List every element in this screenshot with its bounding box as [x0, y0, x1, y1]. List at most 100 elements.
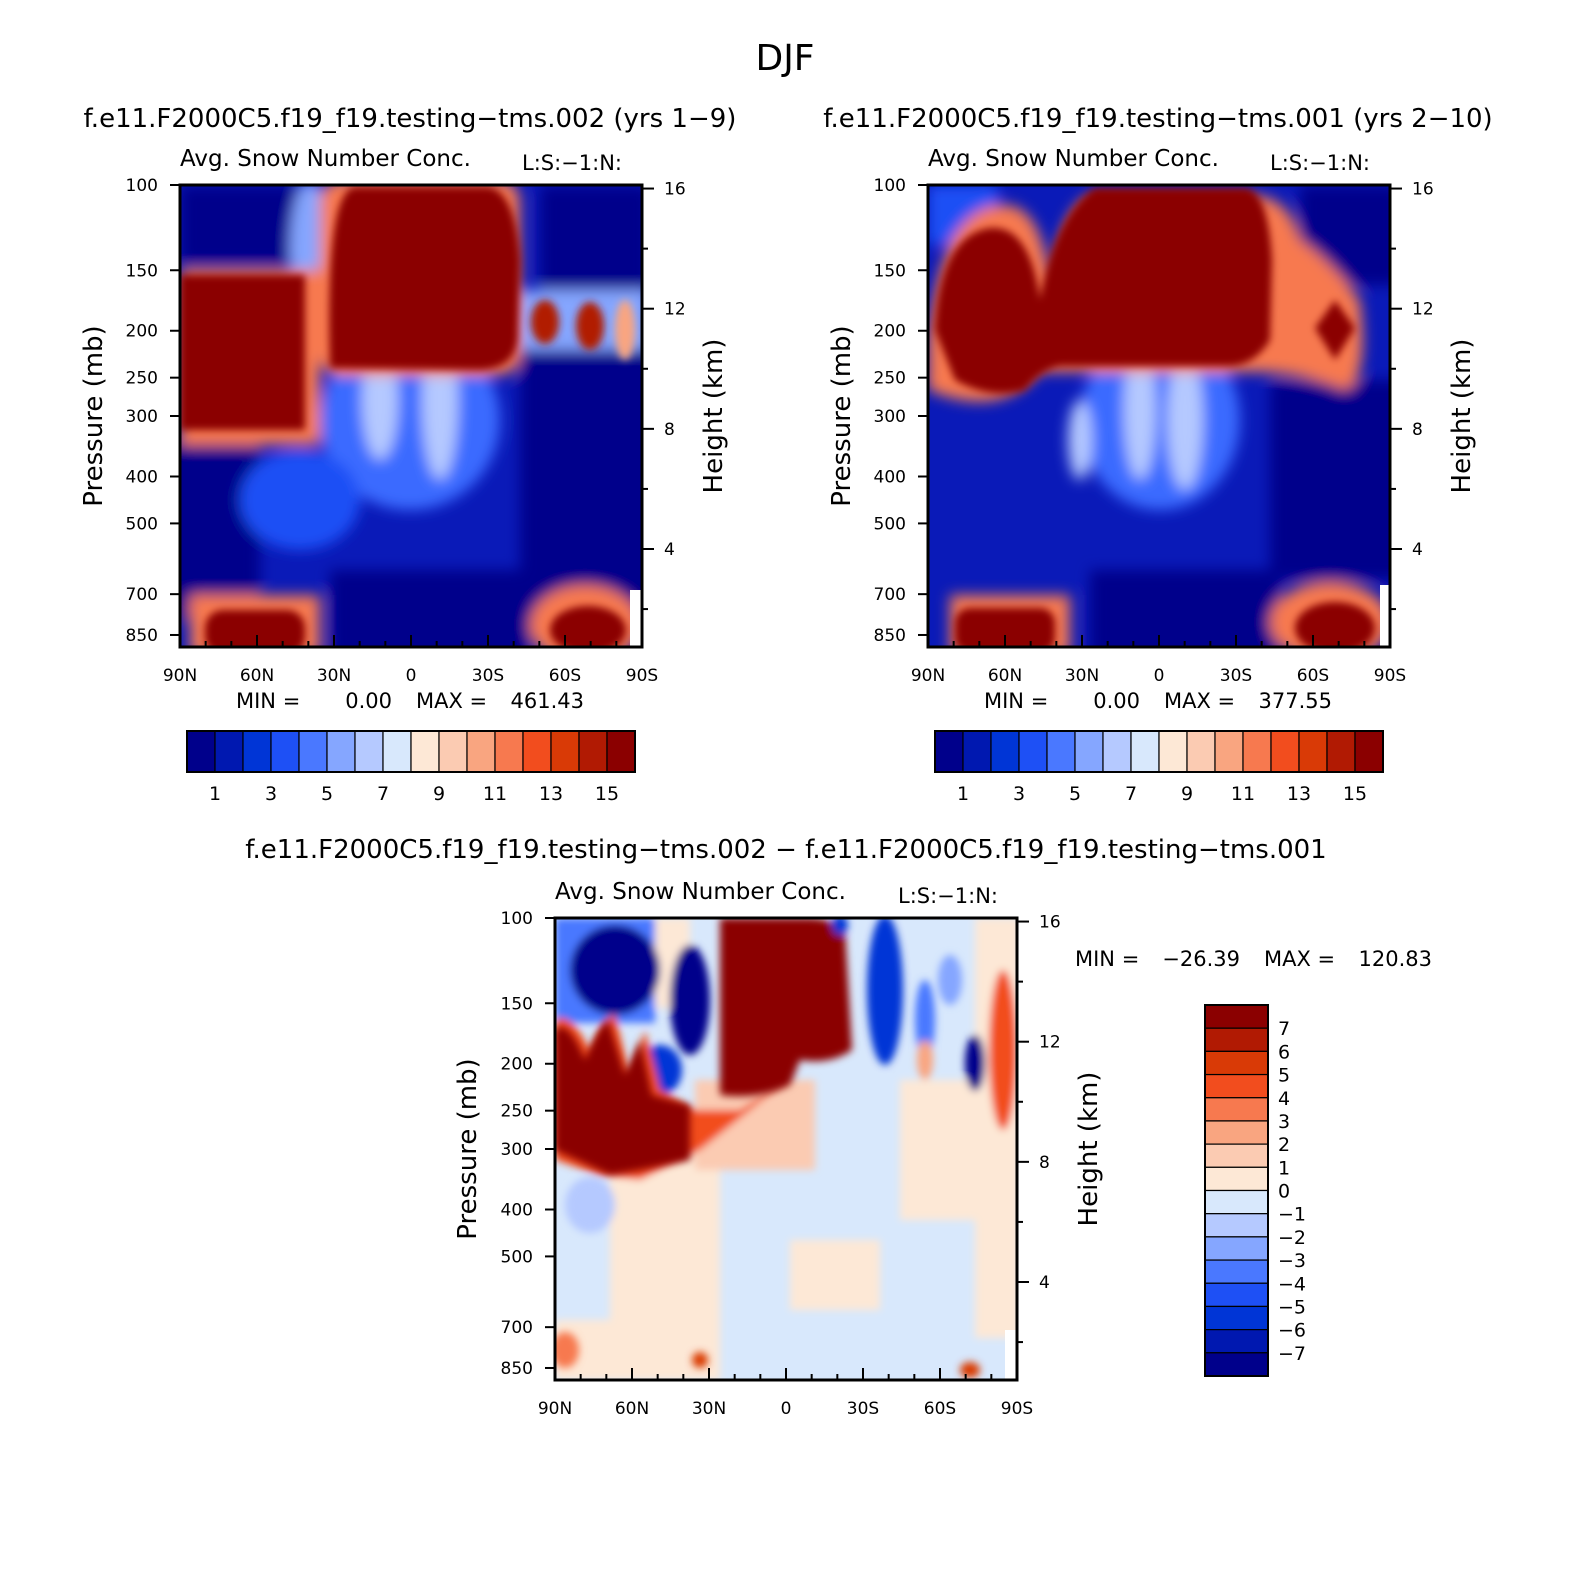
colorbar-swatch	[1204, 1004, 1269, 1029]
colorbar-swatch	[962, 730, 992, 773]
colorbar-swatch	[1158, 730, 1188, 773]
panel-3-y2-label: Height (km)	[1074, 1072, 1104, 1227]
y-tick-label: 500	[501, 1247, 533, 1267]
panel-3: f.e11.F2000C5.f19_f19.testing−tms.002 − …	[245, 835, 1432, 1419]
colorbar-swatch	[1186, 730, 1216, 773]
colorbar-label: −5	[1278, 1296, 1306, 1318]
colorbar-frame	[934, 730, 1384, 773]
panel-1-y-label: Pressure (mb)	[79, 325, 109, 506]
colorbar-swatch	[1270, 730, 1300, 773]
y-tick-label: 300	[501, 1140, 533, 1160]
colorbar-label: 1	[1278, 1157, 1290, 1179]
panel-3-max-label: MAX =	[1264, 947, 1335, 971]
panel-1-x-axis: 90N 60N 30N 0 30S 60S 90S	[163, 635, 658, 686]
colorbar-frame	[186, 730, 636, 773]
y-tick-label: 400	[501, 1200, 533, 1220]
colorbar-label: −7	[1278, 1343, 1306, 1365]
y-tick-label: 850	[501, 1359, 533, 1379]
x-tick-label: 30S	[847, 1399, 879, 1419]
colorbar-swatch	[1326, 730, 1356, 773]
x-tick-label: 90N	[538, 1399, 572, 1419]
x-tick-label: 90S	[1374, 666, 1406, 686]
colorbar-swatch	[298, 730, 328, 773]
colorbar-swatch	[1214, 730, 1244, 773]
colorbar-label: −4	[1278, 1273, 1306, 1295]
y-tick-label: 300	[874, 407, 906, 427]
y-tick-label: 150	[501, 994, 533, 1014]
panel-3-var-title: Avg. Snow Number Conc.	[555, 879, 846, 905]
colorbar-swatch	[1298, 730, 1328, 773]
panel-2-max-value: 377.55	[1259, 689, 1332, 713]
colorbar-label: 3	[1278, 1111, 1290, 1133]
colorbar-swatch	[1204, 1189, 1269, 1215]
colorbar-swatch	[578, 730, 608, 773]
colorbar-swatch	[550, 730, 580, 773]
colorbar-swatch	[270, 730, 300, 773]
y-tick-label: 250	[501, 1102, 533, 1122]
panel-2-colorbar: 1 3 5 7 9 11 13 15	[934, 730, 1384, 805]
x-tick-label: 30N	[692, 1399, 726, 1419]
colorbar-swatch	[382, 730, 412, 773]
colorbar-label: 4	[1278, 1088, 1290, 1110]
colorbar-label: 5	[1069, 783, 1081, 805]
panel-1-contour-field	[180, 185, 642, 647]
colorbar-label: 5	[321, 783, 333, 805]
colorbar-label: 13	[539, 783, 563, 805]
colorbar-label: −6	[1278, 1320, 1306, 1342]
y2-tick-label: 16	[1412, 180, 1434, 200]
panel-1-max-value: 461.43	[511, 689, 584, 713]
colorbar-swatch	[1204, 1282, 1269, 1308]
y-tick-label: 200	[501, 1055, 533, 1075]
colorbar-swatch	[1204, 1352, 1269, 1377]
y-tick-label: 100	[874, 176, 906, 196]
colorbar-swatch	[522, 730, 552, 773]
y-tick-label: 100	[501, 909, 533, 929]
colorbar-swatch	[934, 730, 964, 773]
colorbar-swatch	[990, 730, 1020, 773]
panel-3-contour-field	[555, 918, 1017, 1380]
x-tick-label: 30N	[1065, 666, 1099, 686]
x-tick-label: 60S	[1297, 666, 1329, 686]
panel-1-y2-label: Height (km)	[699, 339, 729, 494]
colorbar-swatch	[1102, 730, 1132, 773]
panel-3-max-value: 120.83	[1359, 947, 1432, 971]
panel-2-min-label: MIN =	[984, 689, 1048, 713]
y-tick-label: 400	[126, 467, 158, 487]
colorbar-label: 3	[265, 783, 277, 805]
colorbar-swatch	[1204, 1166, 1269, 1192]
y-tick-label: 500	[874, 514, 906, 534]
colorbar-label: 7	[1278, 1018, 1290, 1040]
colorbar-swatch	[1204, 1050, 1269, 1076]
y-tick-label: 200	[126, 322, 158, 342]
panel-2-var-title: Avg. Snow Number Conc.	[928, 146, 1219, 172]
x-tick-label: 90S	[1001, 1399, 1033, 1419]
colorbar-label: 0	[1278, 1181, 1290, 1203]
x-tick-label: 60S	[924, 1399, 956, 1419]
x-tick-label: 90S	[626, 666, 658, 686]
y2-tick-label: 16	[1039, 913, 1061, 933]
panel-1-case-title: f.e11.F2000C5.f19_f19.testing−tms.002 (y…	[84, 104, 737, 134]
panel-1-min-label: MIN =	[236, 689, 300, 713]
y2-tick-label: 4	[664, 540, 675, 560]
colorbar-swatch	[1204, 1120, 1269, 1145]
colorbar-label: 13	[1287, 783, 1311, 805]
colorbar-label: 6	[1278, 1041, 1290, 1063]
panel-2-max-label: MAX =	[1164, 689, 1235, 713]
page-title: DJF	[755, 38, 814, 79]
y-tick-label: 250	[874, 369, 906, 389]
y2-tick-label: 8	[664, 420, 675, 440]
panel-2-y-axis: 100 150 200 250 300 400 500 700 850	[874, 176, 928, 646]
colorbar-swatch	[1204, 1329, 1269, 1354]
panel-3-x-axis: 90N 60N 30N 0 30S 60S 90S	[538, 1368, 1033, 1419]
y-tick-label: 150	[126, 261, 158, 281]
x-tick-label: 0	[1154, 666, 1165, 686]
panel-1-var-title: Avg. Snow Number Conc.	[180, 146, 471, 172]
panel-3-var-units: L:S:−1:N:	[898, 884, 998, 908]
colorbar-swatch	[1074, 730, 1104, 773]
y-tick-label: 850	[126, 626, 158, 646]
colorbar-swatch	[1354, 730, 1384, 773]
colorbar-swatch	[466, 730, 496, 773]
y-tick-label: 300	[126, 407, 158, 427]
